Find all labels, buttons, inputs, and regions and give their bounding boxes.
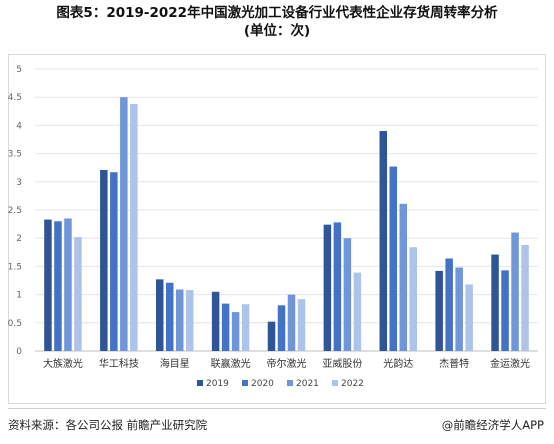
bar <box>44 219 52 351</box>
legend-swatch <box>197 380 203 386</box>
legend-label: 2020 <box>251 379 274 389</box>
y-tick-label: 3.5 <box>8 150 22 160</box>
y-tick-label: 0 <box>16 347 22 357</box>
bar <box>465 284 473 351</box>
footer-divider <box>8 408 546 409</box>
legend-label: 2021 <box>296 379 319 389</box>
bar <box>110 172 118 351</box>
bar <box>267 321 276 351</box>
bar <box>389 166 398 351</box>
x-category-label: 华工科技 <box>99 357 139 370</box>
y-tick-label: 2 <box>16 234 22 244</box>
chart-title-main: 图表5：2019-2022年中国激光加工设备行业代表性企业存货周转率分析 <box>56 5 498 21</box>
x-category-label: 海目星 <box>160 357 190 370</box>
bar <box>74 237 82 351</box>
x-category-label: 联赢激光 <box>211 357 251 370</box>
bar <box>491 254 499 351</box>
bar <box>231 312 240 351</box>
x-category-label: 光韵达 <box>383 357 413 370</box>
bar <box>165 282 174 351</box>
x-category-label: 金运激光 <box>490 357 530 370</box>
x-category-label: 帝尔激光 <box>267 357 307 370</box>
bar <box>501 270 509 351</box>
legend-swatch <box>287 380 293 386</box>
legend-swatch <box>242 380 248 386</box>
bar <box>379 131 388 351</box>
bar <box>221 303 230 351</box>
bar <box>175 289 184 351</box>
bar <box>211 291 220 351</box>
legend-label: 2022 <box>341 379 364 389</box>
bar <box>241 304 250 351</box>
y-tick-label: 3 <box>16 178 22 188</box>
bar <box>409 247 418 351</box>
bar <box>185 290 194 351</box>
y-tick-label: 1 <box>16 291 22 301</box>
bar <box>64 218 72 351</box>
bar <box>455 267 463 351</box>
y-tick-label: 4 <box>16 121 22 131</box>
bar <box>297 299 306 351</box>
x-category-label: 亚威股份 <box>322 357 362 370</box>
bar <box>445 258 453 351</box>
y-tick-label: 4.5 <box>8 93 22 103</box>
x-category-label: 大族激光 <box>43 357 83 370</box>
bar <box>323 224 332 351</box>
bar <box>511 232 519 351</box>
bar <box>399 203 408 351</box>
bar <box>277 305 286 351</box>
brand-label: @前瞻经济学人APP <box>441 418 544 432</box>
source-note: 资料来源：各公司公报 前瞻产业研究院 <box>8 418 208 432</box>
bar <box>353 272 362 351</box>
bar <box>333 222 342 351</box>
chart-subtitle: (单位：次) <box>243 23 311 39</box>
bar <box>130 103 138 351</box>
legend-swatch <box>332 380 338 386</box>
bar-chart: 0 0.5 1 1.5 2 2.5 3 3.5 4 4.5 5 大族激光 华工科技 海目星 联赢激光 帝尔激光… <box>8 65 538 389</box>
y-tick-label: 0.5 <box>8 319 22 329</box>
bar <box>155 279 164 351</box>
bar <box>343 238 352 351</box>
bar <box>521 244 529 351</box>
y-tick-label: 5 <box>16 65 22 75</box>
bar <box>120 97 128 351</box>
chart-title: 图表5：2019-2022年中国激光加工设备行业代表性企业存货周转率分析 (单位… <box>8 4 546 40</box>
bar <box>100 169 108 351</box>
bar <box>435 270 443 351</box>
y-tick-label: 2.5 <box>8 206 22 216</box>
y-tick-label: 1.5 <box>8 262 22 272</box>
legend-label: 2019 <box>206 379 229 389</box>
bar <box>287 294 296 351</box>
x-category-label: 杰普特 <box>439 357 469 370</box>
bar <box>54 221 62 351</box>
